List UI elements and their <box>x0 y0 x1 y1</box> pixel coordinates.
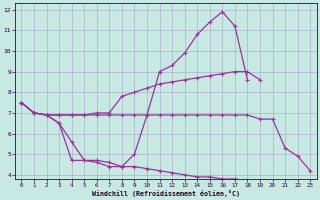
X-axis label: Windchill (Refroidissement éolien,°C): Windchill (Refroidissement éolien,°C) <box>92 190 240 197</box>
